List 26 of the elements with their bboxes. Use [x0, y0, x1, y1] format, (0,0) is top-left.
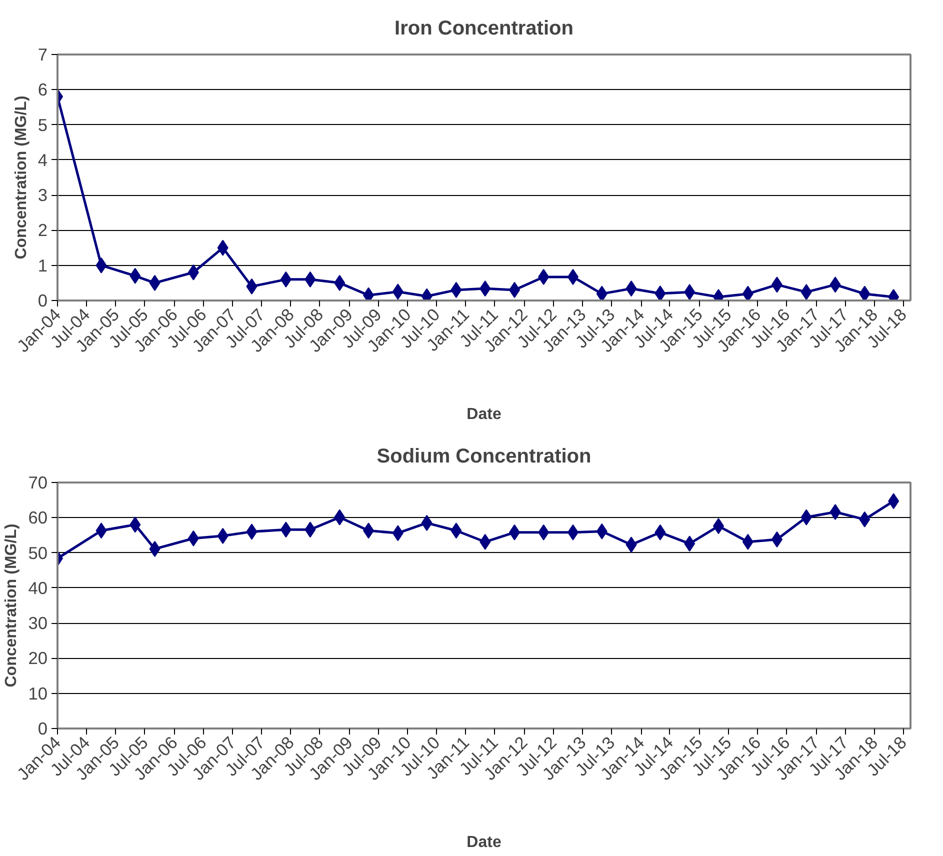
x-axis-title: Date — [466, 834, 502, 852]
y-tick-label: 4 — [38, 150, 48, 170]
y-axis-title: Concentration (MG/L) — [3, 524, 20, 688]
y-tick-label: 1 — [38, 255, 48, 276]
chart-title: Iron Concentration — [394, 18, 574, 40]
x-axis-title: Date — [466, 406, 502, 424]
y-tick-label: 60 — [28, 508, 48, 528]
point — [742, 286, 754, 300]
y-tick-label: 70 — [28, 472, 48, 492]
y-tick-label: 30 — [28, 613, 48, 634]
y-tick-label: 0 — [38, 718, 48, 738]
y-tick-label: 3 — [38, 185, 48, 206]
y-axis-title: Concentration (MG/L) — [12, 96, 30, 260]
y-tick-label: 0 — [38, 290, 48, 310]
point — [596, 286, 608, 300]
y-tick-label: 40 — [28, 578, 48, 598]
y-tick-label: 10 — [28, 683, 48, 704]
point — [654, 285, 666, 300]
chart-title: Sodium Concentration — [376, 446, 592, 468]
y-tick-label: 50 — [28, 542, 48, 563]
point — [859, 286, 870, 300]
y-tick-label: 20 — [28, 648, 48, 668]
y-tick-label: 7 — [38, 44, 48, 64]
y-tick-label: 6 — [38, 80, 48, 100]
y-tick-label: 5 — [38, 114, 48, 135]
y-tick-label: 2 — [38, 220, 48, 240]
